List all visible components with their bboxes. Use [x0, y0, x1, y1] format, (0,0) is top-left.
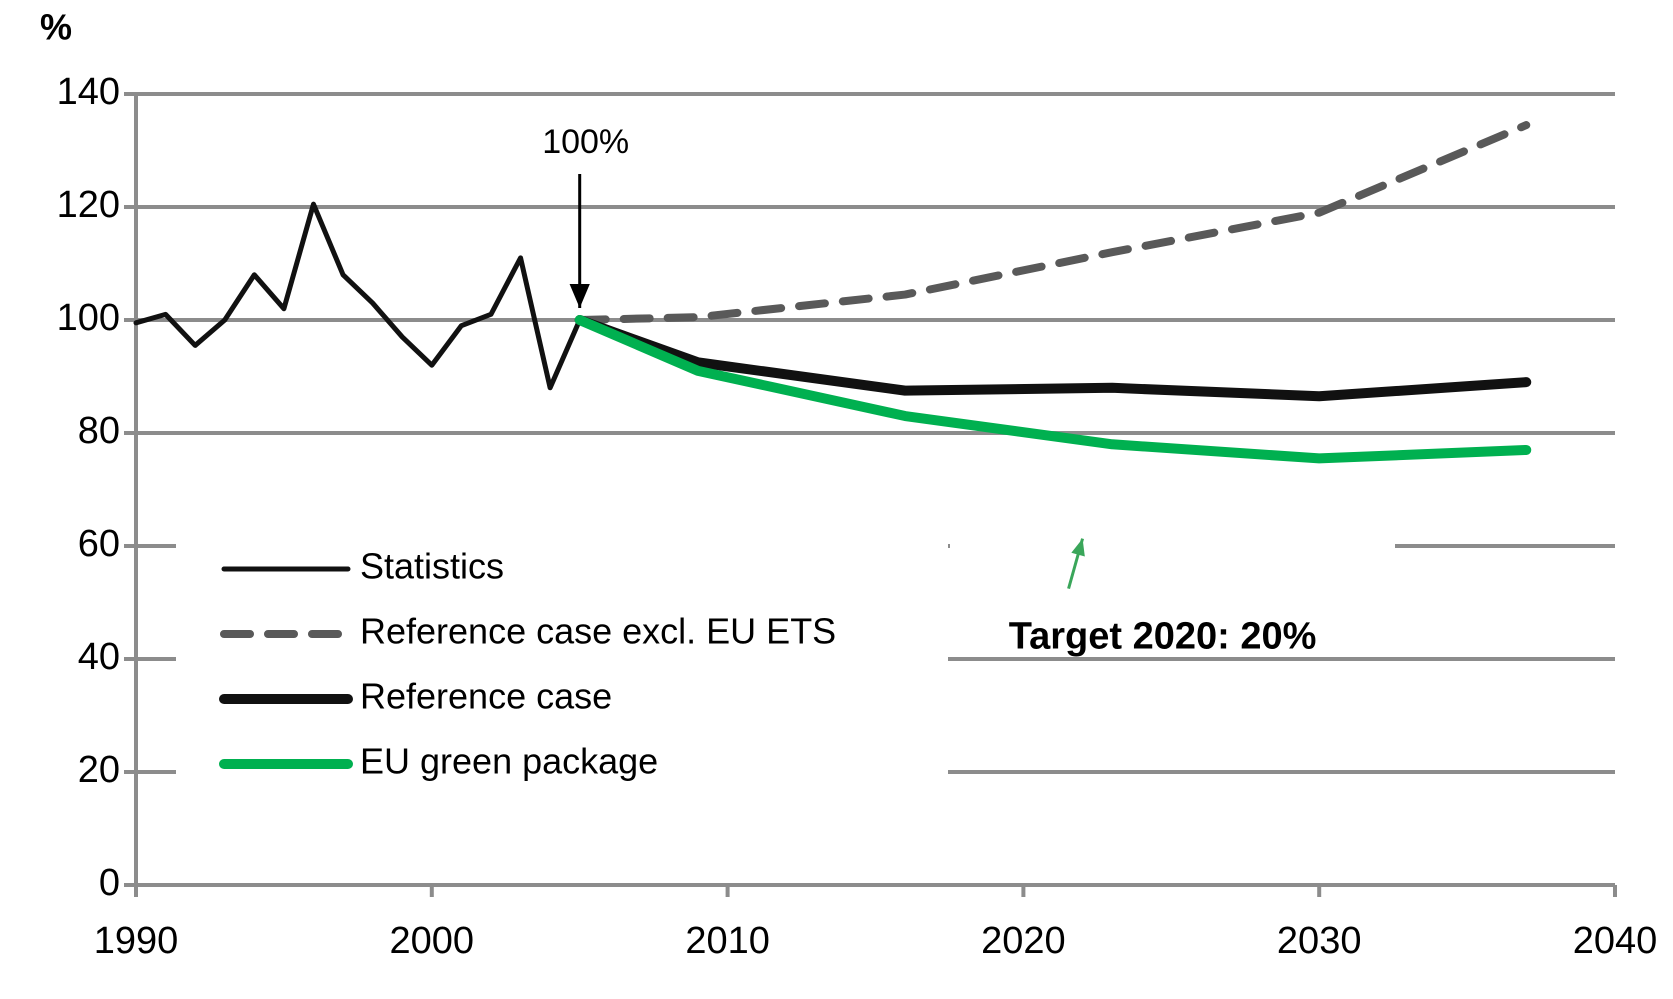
annotation-arrowhead: [1071, 538, 1085, 557]
y-tick-label: 80: [78, 410, 120, 452]
x-tick-label: 2020: [981, 920, 1066, 962]
y-tick-label: 20: [78, 749, 120, 791]
legend-label: Reference case: [360, 676, 612, 717]
x-tick-label: 2040: [1573, 920, 1658, 962]
y-tick-label: 100: [57, 297, 120, 339]
legend-label: Statistics: [360, 546, 504, 587]
x-tick-label: 2000: [390, 920, 475, 962]
legend-label: EU green package: [360, 741, 658, 782]
y-tick-label: 60: [78, 523, 120, 565]
series-line: [133, 201, 583, 391]
annotation-background: [950, 530, 1395, 600]
annotation-arrowhead: [569, 284, 590, 308]
x-tick-label: 2010: [685, 920, 770, 962]
x-tick-label: 2030: [1277, 920, 1362, 962]
y-tick-label: 40: [78, 636, 120, 678]
y-axis-label: %: [40, 7, 72, 48]
series-line: [575, 121, 1531, 324]
y-tick-label: 120: [57, 184, 120, 226]
legend-label: Reference case excl. EU ETS: [360, 611, 836, 652]
y-tick-label: 0: [99, 862, 120, 904]
annotation: 100%: [542, 123, 629, 161]
series-line: [574, 315, 1532, 402]
annotation: Target 2020: 20%: [1009, 616, 1317, 658]
series-line: [574, 315, 1532, 464]
x-tick-label: 1990: [94, 920, 179, 962]
y-tick-label: 140: [57, 71, 120, 113]
